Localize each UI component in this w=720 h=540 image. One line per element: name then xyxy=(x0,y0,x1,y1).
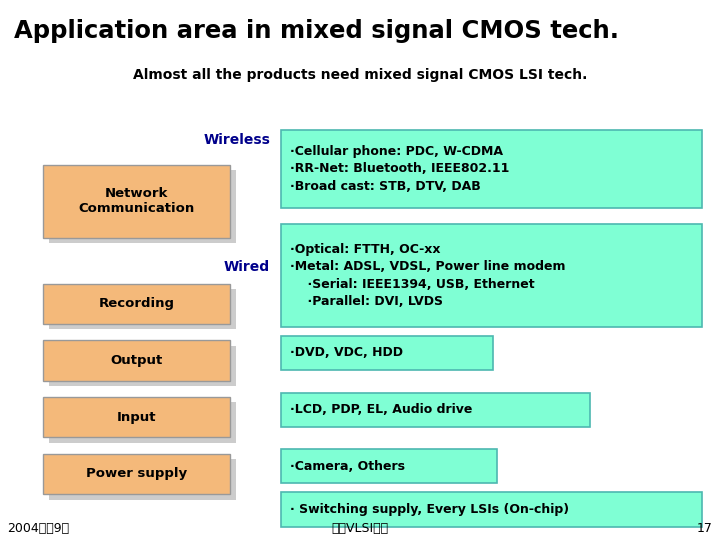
Text: ·Cellular phone: PDC, W-CDMA
·RR-Net: Bluetooth, IEEE802.11
·Broad cast: STB, DT: ·Cellular phone: PDC, W-CDMA ·RR-Net: Bl… xyxy=(290,145,510,193)
Text: Input: Input xyxy=(117,410,156,424)
FancyBboxPatch shape xyxy=(43,454,230,494)
FancyBboxPatch shape xyxy=(281,336,493,370)
FancyBboxPatch shape xyxy=(281,393,590,427)
Text: 2004年　9月: 2004年 9月 xyxy=(7,522,69,535)
FancyBboxPatch shape xyxy=(49,170,236,243)
Text: 新大VLSI工学: 新大VLSI工学 xyxy=(331,522,389,535)
Text: Application area in mixed signal CMOS tech.: Application area in mixed signal CMOS te… xyxy=(14,19,619,43)
FancyBboxPatch shape xyxy=(43,284,230,324)
FancyBboxPatch shape xyxy=(43,340,230,381)
Text: Power supply: Power supply xyxy=(86,467,187,481)
Text: ·DVD, VDC, HDD: ·DVD, VDC, HDD xyxy=(290,346,403,360)
FancyBboxPatch shape xyxy=(43,165,230,238)
Text: ·Camera, Others: ·Camera, Others xyxy=(290,460,405,473)
FancyBboxPatch shape xyxy=(281,224,702,327)
FancyBboxPatch shape xyxy=(49,459,236,500)
FancyBboxPatch shape xyxy=(281,130,702,208)
FancyBboxPatch shape xyxy=(49,289,236,329)
Text: ·LCD, PDP, EL, Audio drive: ·LCD, PDP, EL, Audio drive xyxy=(290,403,472,416)
Text: 17: 17 xyxy=(697,522,713,535)
FancyBboxPatch shape xyxy=(49,402,236,443)
Text: Almost all the products need mixed signal CMOS LSI tech.: Almost all the products need mixed signa… xyxy=(132,68,588,82)
Text: Recording: Recording xyxy=(99,297,175,310)
Text: Wired: Wired xyxy=(224,260,270,274)
FancyBboxPatch shape xyxy=(281,449,497,483)
Text: Output: Output xyxy=(111,354,163,367)
FancyBboxPatch shape xyxy=(43,397,230,437)
Text: ·Optical: FTTH, OC-xx
·Metal: ADSL, VDSL, Power line modem
    ·Serial: IEEE1394: ·Optical: FTTH, OC-xx ·Metal: ADSL, VDSL… xyxy=(290,242,566,308)
Text: Network
Communication: Network Communication xyxy=(78,187,195,215)
Text: · Switching supply, Every LSIs (On-chip): · Switching supply, Every LSIs (On-chip) xyxy=(290,503,570,516)
FancyBboxPatch shape xyxy=(49,346,236,386)
FancyBboxPatch shape xyxy=(281,492,702,526)
Text: Wireless: Wireless xyxy=(203,133,270,147)
